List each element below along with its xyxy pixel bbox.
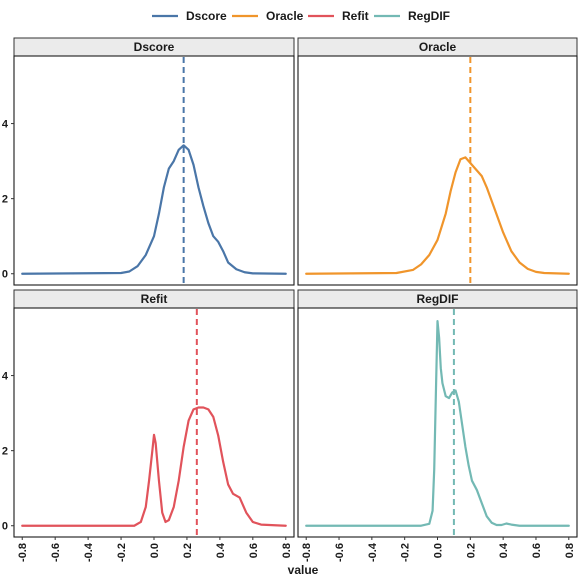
x-tick-label: -0.2 [400,543,412,562]
x-tick-labels: -0.8 -0.6 -0.4 -0.2 0.0 0.2 0.4 0.6 0.8 -0.8 -0.6 -… [17,542,576,562]
x-tick-label: -0.6 [334,543,346,562]
legend-label-dscore: Dscore [186,9,227,23]
x-tick-label: -0.4 [367,542,379,562]
panel-frame [13,307,295,538]
x-tick-label: 0.2 [182,543,194,558]
x-tick-label: 0.4 [498,542,510,558]
legend-label-refit: Refit [342,9,369,23]
x-tick-label: -0.8 [301,543,313,562]
x-tick-label: -0.6 [50,543,62,562]
x-tick-label: -0.4 [83,542,95,562]
x-tick-label: -0.8 [17,543,29,562]
y-tick-label: 2 [2,194,8,206]
panel-strip-title: Refit [141,292,168,306]
y-tick-label: 2 [2,446,8,458]
x-tick-label: 0.8 [281,543,293,558]
x-tick-label: 0.6 [531,543,543,558]
x-axis-title: value [288,563,319,577]
legend-label-oracle: Oracle [266,9,304,23]
panel-strip-title: RegDIF [417,292,459,306]
panel-frame [13,55,295,286]
x-tick-label: 0.4 [215,542,227,558]
panel-dscore: Dscore 0 2 4 [2,37,295,286]
x-tick-label: 0.6 [248,543,260,558]
panel-refit: Refit 0 2 4 [2,289,295,540]
panel-regdif: RegDIF [297,289,578,540]
y-tick-label: 4 [2,371,9,383]
panel-strip-title: Oracle [419,40,457,54]
x-tick-label: 0.0 [149,543,161,558]
panel-frame [297,55,578,286]
legend-label-regdif: RegDIF [408,9,450,23]
x-tick-label: 0.8 [564,543,576,558]
x-tick-label: 0.0 [433,543,445,558]
x-tick-label: -0.2 [116,543,128,562]
panels: Dscore 0 2 4 Oracle Refit 0 2 4 RegDIF [2,37,578,540]
density-line-regdif [305,320,570,527]
panel-oracle: Oracle [297,37,578,286]
y-tick-label: 4 [2,119,9,131]
panel-strip-title: Dscore [134,40,175,54]
density-line-refit [21,406,287,527]
x-tick-label: 0.2 [465,543,477,558]
y-tick-label: 0 [2,269,8,281]
legend: Dscore Oracle Refit RegDIF [152,9,450,23]
y-tick-label: 0 [2,521,8,533]
density-line-dscore [21,144,287,275]
